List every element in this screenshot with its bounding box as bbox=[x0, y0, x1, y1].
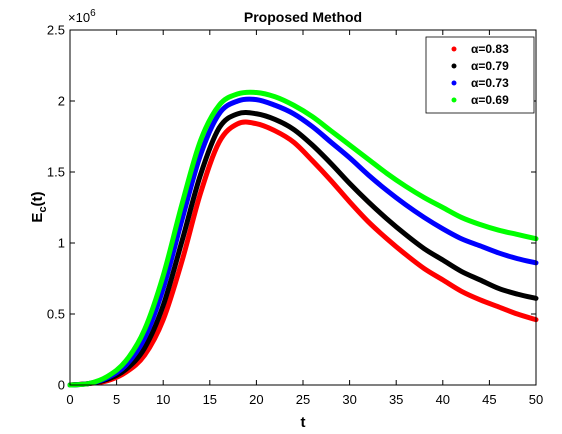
x-tick-label: 45 bbox=[482, 392, 496, 407]
series-layer bbox=[67, 89, 539, 388]
y-axis-label: Ec(t) bbox=[29, 191, 49, 222]
y-axis-multiplier: ×106 bbox=[68, 8, 96, 25]
y-tick-label: 0.5 bbox=[47, 307, 65, 322]
y-tick-label: 1 bbox=[58, 236, 65, 251]
legend-label-3: α=0.73 bbox=[471, 76, 509, 90]
x-tick-label: 40 bbox=[436, 392, 450, 407]
y-axis: 0 0.5 1 1.5 2 2.5 bbox=[47, 23, 536, 393]
y-tick-label: 0 bbox=[58, 378, 65, 393]
legend-label-1: α=0.83 bbox=[471, 42, 509, 56]
legend-box bbox=[425, 36, 535, 114]
x-tick-label: 20 bbox=[249, 392, 263, 407]
x-tick-label: 5 bbox=[113, 392, 120, 407]
series-line-1 bbox=[67, 119, 539, 388]
chart-title: Proposed Method bbox=[244, 9, 362, 25]
x-tick-label: 35 bbox=[389, 392, 403, 407]
y-tick-label: 2.5 bbox=[47, 23, 65, 38]
legend-marker-4 bbox=[451, 97, 457, 103]
y-axis-label-rest: (t) bbox=[29, 191, 46, 206]
series-line-3 bbox=[67, 96, 539, 388]
x-axis: 0 5 10 15 20 25 30 35 40 45 50 bbox=[66, 30, 543, 407]
legend-marker-2 bbox=[451, 63, 457, 69]
legend-label-2: α=0.79 bbox=[471, 59, 509, 73]
y-axis-label-main: E bbox=[29, 213, 46, 223]
x-axis-label: t bbox=[301, 414, 306, 431]
y-axis-label-subscript: c bbox=[37, 206, 49, 212]
y-axis-multiplier-base: ×10 bbox=[68, 10, 90, 25]
series-line-2 bbox=[67, 109, 539, 388]
x-tick-label: 25 bbox=[296, 392, 310, 407]
series-line-4 bbox=[67, 89, 539, 388]
x-tick-label: 50 bbox=[529, 392, 543, 407]
y-tick-label: 1.5 bbox=[47, 165, 65, 180]
x-tick-label: 0 bbox=[66, 392, 73, 407]
y-tick-label: 2 bbox=[58, 94, 65, 109]
x-tick-label: 10 bbox=[156, 392, 170, 407]
y-axis-multiplier-exponent: 6 bbox=[90, 8, 96, 19]
legend-marker-3 bbox=[451, 80, 457, 86]
x-tick-label: 30 bbox=[342, 392, 356, 407]
legend-label-4: α=0.69 bbox=[471, 93, 509, 107]
legend: α=0.83 α=0.79 α=0.73 α=0.69 bbox=[425, 36, 535, 114]
x-tick-label: 15 bbox=[203, 392, 217, 407]
legend-marker-1 bbox=[451, 46, 457, 52]
